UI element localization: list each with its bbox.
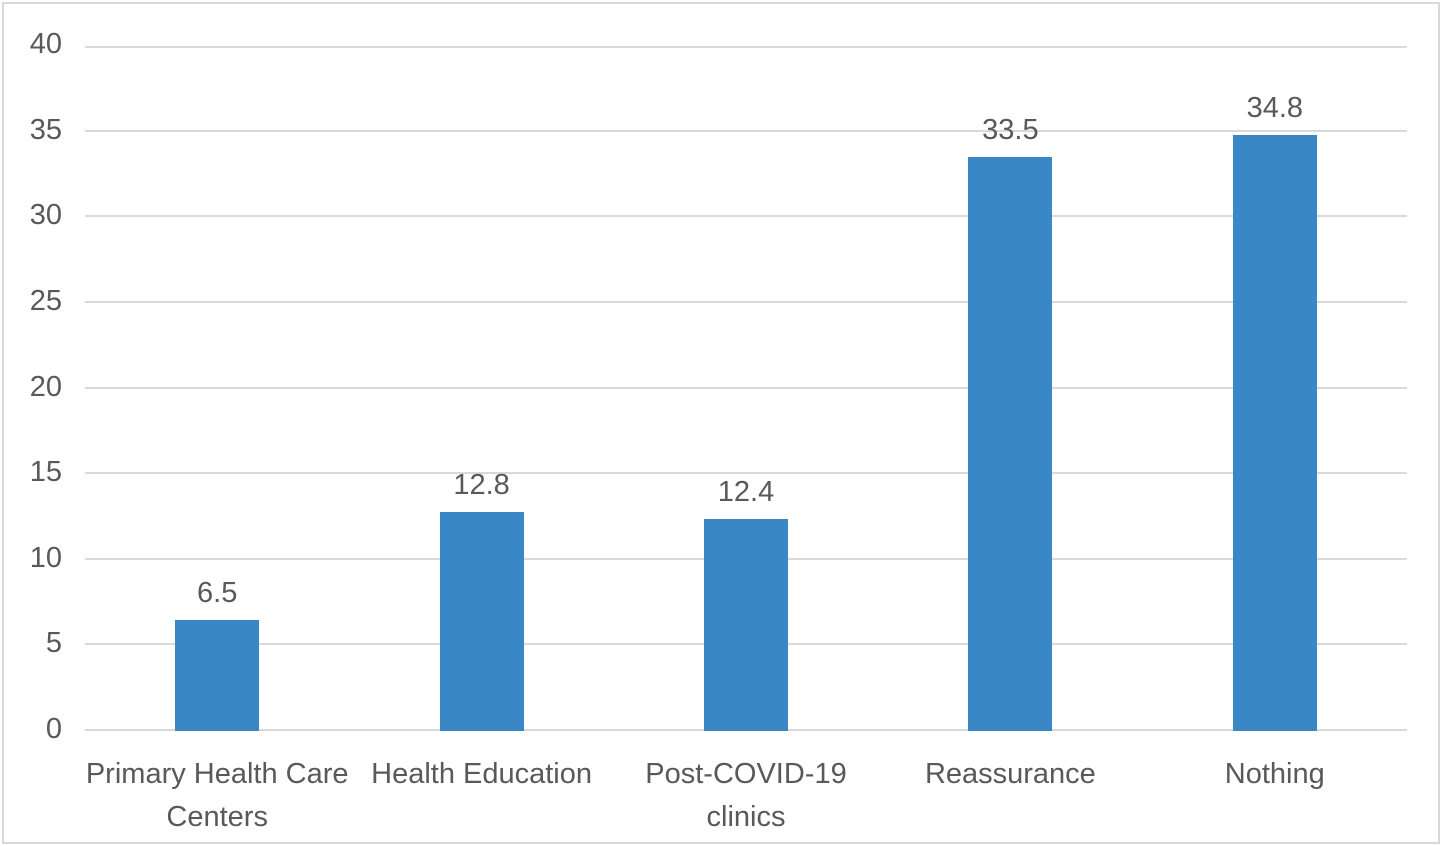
bar-value-label: 12.8 (453, 468, 510, 501)
bar (175, 619, 260, 731)
x-axis-category-label: Post-COVID-19 clinics (645, 758, 847, 833)
y-axis-tick-label: 5 (45, 627, 62, 660)
y-axis-tick-label: 25 (29, 284, 62, 317)
bar-value-label: 6.5 (197, 576, 238, 609)
gridline (85, 46, 1407, 48)
bar (968, 157, 1053, 731)
bar (704, 518, 788, 731)
gridline (85, 215, 1407, 218)
y-axis-tick-label: 15 (29, 456, 62, 489)
y-axis-tick-label: 10 (29, 541, 62, 574)
bar (439, 511, 524, 731)
bar-value-label: 12.4 (717, 475, 775, 508)
y-axis-tick-label: 40 (29, 28, 62, 60)
gridline (85, 386, 1407, 389)
gridline (85, 472, 1407, 475)
y-axis-tick-label: 30 (29, 199, 62, 232)
x-axis-category-label: Reassurance (924, 758, 1096, 790)
y-axis-tick-label: 0 (45, 713, 62, 745)
bar (1232, 135, 1317, 731)
bar-value-label: 34.8 (1246, 92, 1304, 125)
x-axis-category-label: Health Education (371, 758, 593, 790)
bar-value-label: 33.5 (982, 114, 1039, 147)
gridline (85, 300, 1407, 303)
x-axis-category-label: Nothing (1224, 758, 1325, 790)
gridline (85, 129, 1407, 132)
x-axis-category-label: Primary Health Care Centers (85, 758, 349, 833)
plot-area: 6.5 12.8 12.4 33.5 34.8 (85, 46, 1407, 731)
y-axis-tick-label: 35 (29, 113, 62, 146)
y-axis-tick-label: 20 (29, 370, 62, 403)
x-axis-category-labels: Primary Health Care Centers Health Educat… (85, 753, 1407, 845)
